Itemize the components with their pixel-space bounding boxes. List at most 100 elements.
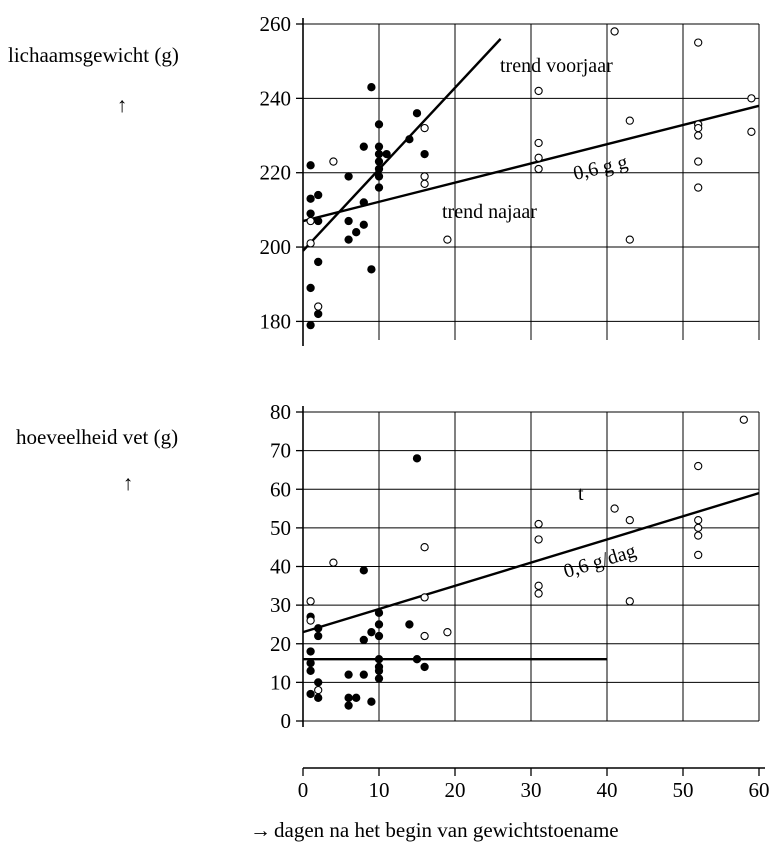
data-point-open <box>314 302 323 311</box>
data-point-open <box>443 628 452 637</box>
data-point-filled <box>359 566 368 575</box>
trend-line <box>302 104 760 223</box>
data-point-open <box>534 86 543 96</box>
data-point-filled <box>314 631 323 641</box>
x-tick-label: 50 <box>673 778 694 802</box>
data-point-filled <box>314 678 323 687</box>
data-point-filled <box>344 216 353 226</box>
data-point-filled <box>374 164 384 174</box>
data-point-open <box>625 516 634 525</box>
y-tick-label: 70 <box>270 439 291 463</box>
data-point-open <box>420 123 429 133</box>
data-point-filled <box>344 701 353 710</box>
data-point-open <box>420 631 429 641</box>
data-point-open <box>694 38 703 47</box>
data-point-filled <box>359 142 368 151</box>
data-point-open <box>694 516 703 525</box>
data-point-open <box>747 94 756 103</box>
y-tick-label: 260 <box>260 12 292 36</box>
data-point-open <box>694 523 703 533</box>
data-point-filled <box>374 183 384 192</box>
data-point-filled <box>374 666 384 675</box>
y-tick-label: 10 <box>270 670 291 694</box>
data-point-filled <box>374 620 384 629</box>
data-point-filled <box>344 235 353 244</box>
data-point-open <box>625 235 634 244</box>
data-point-filled <box>359 670 368 679</box>
y-tick-label: 180 <box>260 309 292 333</box>
bottom-y-arrow: ↑ <box>123 471 134 495</box>
y-tick-label: 200 <box>260 235 292 259</box>
data-point-filled <box>306 658 315 668</box>
data-point-filled <box>367 265 376 274</box>
top-y-tick-labels: 180 200 220 240 260 <box>260 12 292 333</box>
y-tick-label: 0 <box>281 709 292 733</box>
top-trend-autumn-label: trend najaar <box>442 201 537 223</box>
data-point-filled <box>420 149 429 159</box>
x-tick-label: 20 <box>445 778 466 802</box>
data-point-filled <box>374 149 384 159</box>
data-point-filled <box>306 209 315 218</box>
data-point-filled <box>314 693 323 702</box>
bottom-points <box>306 415 748 710</box>
data-point-open <box>739 415 748 424</box>
data-point-filled <box>344 693 353 702</box>
data-point-filled <box>374 674 384 683</box>
data-point-filled <box>314 624 323 633</box>
data-point-filled <box>412 454 422 463</box>
data-point-filled <box>306 161 315 170</box>
y-tick-label: 40 <box>270 555 291 579</box>
x-tick-label: 0 <box>298 778 309 802</box>
data-point-filled <box>314 309 323 319</box>
y-tick-label: 220 <box>260 161 292 185</box>
data-point-open <box>694 531 703 540</box>
x-axis <box>302 767 765 776</box>
data-point-open <box>694 183 703 192</box>
data-point-open <box>420 543 429 552</box>
data-point-filled <box>306 194 315 203</box>
data-point-filled <box>367 628 376 637</box>
data-point-open <box>694 461 703 471</box>
y-tick-label: 50 <box>270 516 291 540</box>
data-point-open <box>329 558 338 567</box>
x-tick-label: 30 <box>521 778 542 802</box>
data-point-open <box>534 138 543 148</box>
data-point-open <box>306 616 315 625</box>
data-point-open <box>420 172 429 181</box>
data-point-filled <box>344 172 353 181</box>
data-point-filled <box>314 257 323 267</box>
data-point-open <box>420 593 429 602</box>
x-axis-label: dagen na het begin van gewichtstoename <box>274 818 619 842</box>
x-tick-label: 40 <box>597 778 618 802</box>
x-tick-label: 60 <box>749 778 770 802</box>
data-point-filled <box>306 283 315 293</box>
data-point-open <box>534 519 543 529</box>
data-point-open <box>306 216 315 226</box>
x-tick-label: 10 <box>369 778 390 802</box>
data-point-filled <box>367 83 376 92</box>
data-point-filled <box>359 220 368 229</box>
bottom-grid <box>302 411 760 722</box>
data-point-filled <box>405 620 414 629</box>
bottom-y-axis-label: hoeveelheid vet (g) <box>16 425 178 449</box>
data-point-filled <box>306 666 315 675</box>
data-point-open <box>625 597 634 606</box>
data-point-open <box>694 123 703 133</box>
data-point-filled <box>374 172 384 181</box>
bottom-fragment-label: t <box>578 483 584 505</box>
data-point-open <box>610 504 619 513</box>
data-point-open <box>420 179 429 189</box>
data-point-filled <box>367 697 376 706</box>
data-point-open <box>694 157 703 166</box>
data-point-filled <box>412 109 422 118</box>
top-chart: 180 200 220 240 260 lichaamsgewicht (g) ↑ tr… <box>8 12 760 346</box>
data-point-open <box>534 581 543 590</box>
data-point-filled <box>374 157 384 166</box>
data-point-filled <box>374 631 384 641</box>
data-point-open <box>534 589 543 598</box>
data-point-filled <box>314 216 323 226</box>
y-tick-label: 60 <box>270 477 291 501</box>
data-point-open <box>314 685 323 695</box>
